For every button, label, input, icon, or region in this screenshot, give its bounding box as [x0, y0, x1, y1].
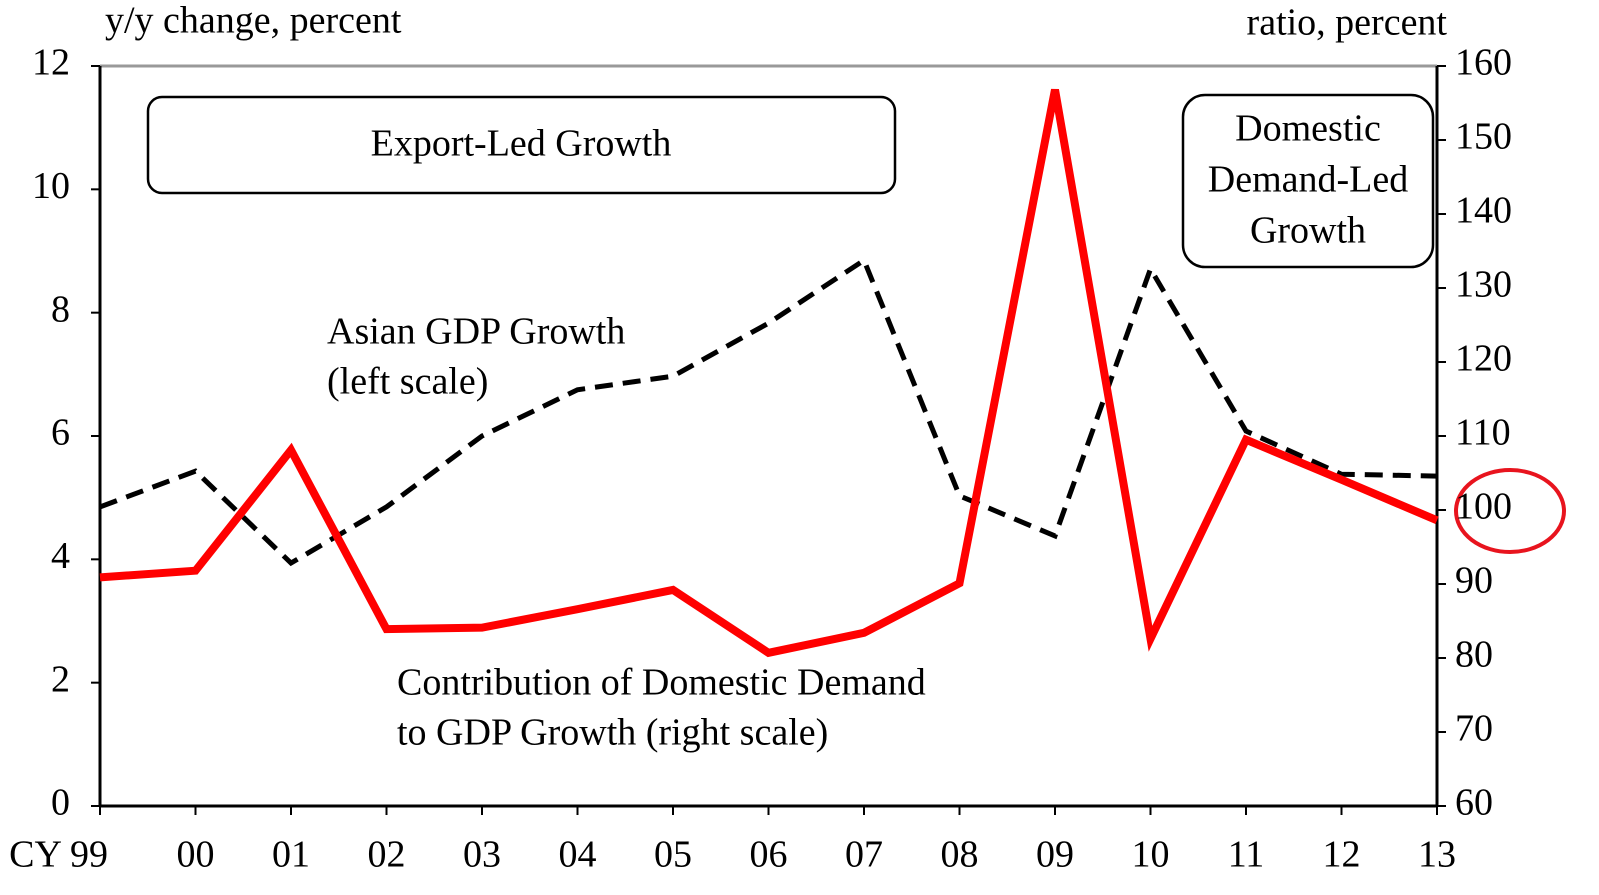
y-axis-label: y/y change, percent: [105, 0, 402, 42]
y-tick-label: 12: [32, 42, 70, 84]
x-tick-label: 03: [463, 834, 501, 876]
x-tick-label: 13: [1418, 834, 1456, 876]
y2-tick-label: 100: [1455, 486, 1512, 528]
x-tick-label: 11: [1228, 834, 1265, 876]
x-tick-label: 02: [368, 834, 406, 876]
y2-tick-label: 140: [1455, 190, 1512, 232]
x-tick-label: 12: [1323, 834, 1361, 876]
x-tick-label: 07: [845, 834, 883, 876]
annotation-box: [146, 95, 897, 195]
series-label: Asian GDP Growth: [327, 311, 625, 353]
y-tick-label: 0: [51, 782, 70, 824]
series-line: [99, 88, 1439, 658]
y-tick-label: 8: [51, 288, 70, 330]
series-label: Contribution of Domestic Demand: [397, 662, 926, 704]
y2-tick-label: 90: [1455, 560, 1493, 602]
series-label: to GDP Growth (right scale): [397, 712, 828, 754]
y-tick-label: 4: [51, 535, 70, 577]
x-tick-label: 01: [272, 834, 310, 876]
series-line: [99, 256, 1438, 567]
y2-tick-label: 80: [1455, 634, 1493, 676]
x-tick-label: 09: [1036, 834, 1074, 876]
y-tick-label: 10: [32, 165, 70, 207]
x-tick-label: 08: [941, 834, 979, 876]
annotation-box: [1181, 93, 1435, 269]
y-tick-label: 2: [51, 658, 70, 700]
x-tick-label: 00: [177, 834, 215, 876]
y2-tick-label: 150: [1455, 116, 1512, 158]
y2-axis-label: ratio, percent: [1247, 2, 1448, 44]
y-tick-label: 6: [51, 412, 70, 454]
series-label: (left scale): [327, 361, 488, 403]
x-tick-label: 05: [654, 834, 692, 876]
y2-tick-label: 60: [1455, 782, 1493, 824]
y2-tick-label: 130: [1455, 264, 1512, 306]
x-tick-label: 10: [1132, 834, 1170, 876]
annotation-text: Export-Led Growth: [371, 123, 672, 165]
annotation-text: Domestic: [1235, 108, 1381, 150]
y2-tick-label: 110: [1455, 412, 1511, 454]
y2-tick-label: 120: [1455, 338, 1512, 380]
annotation-text: Growth: [1250, 210, 1366, 252]
x-tick-label: 04: [559, 834, 597, 876]
annotation-text: Demand-Led: [1208, 159, 1408, 201]
y2-tick-label: 160: [1455, 42, 1512, 84]
highlight-circle: [1454, 468, 1566, 554]
x-tick-label: 06: [750, 834, 788, 876]
y2-tick-label: 70: [1455, 708, 1493, 750]
x-tick-label: CY 99: [9, 834, 108, 876]
